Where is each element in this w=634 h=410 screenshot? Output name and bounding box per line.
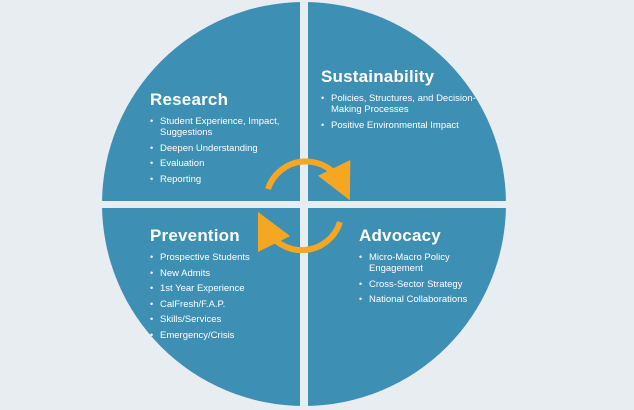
list-item: Skills/Services [150, 314, 280, 325]
prevention-list: Prospective Students New Admits 1st Year… [150, 252, 280, 341]
research-section: Research Student Experience, Impact, Sug… [150, 90, 280, 189]
list-item: Policies, Structures, and Decision-Makin… [321, 93, 486, 115]
list-item: 1st Year Experience [150, 283, 280, 294]
horizontal-divider [0, 201, 634, 208]
list-item: Positive Environmental Impact [321, 120, 486, 131]
sustainability-section: Sustainability Policies, Structures, and… [321, 67, 486, 135]
list-item: CalFresh/F.A.P. [150, 299, 280, 310]
sustainability-list: Policies, Structures, and Decision-Makin… [321, 93, 486, 131]
list-item: Micro-Macro Policy Engagement [359, 252, 489, 274]
advocacy-title: Advocacy [359, 226, 441, 245]
list-item: Deepen Understanding [150, 143, 280, 154]
list-item: Reporting [150, 174, 280, 185]
list-item: Prospective Students [150, 252, 280, 263]
list-item: Student Experience, Impact, Suggestions [150, 116, 280, 138]
list-item: Emergency/Crisis [150, 330, 280, 341]
prevention-section: Prevention Prospective Students New Admi… [150, 226, 280, 345]
list-item: Cross-Sector Strategy [359, 279, 489, 290]
research-list: Student Experience, Impact, Suggestions … [150, 116, 280, 185]
list-item: New Admits [150, 268, 280, 279]
research-title: Research [150, 90, 229, 109]
cycle-arrow-bottom-icon [257, 211, 343, 254]
sustainability-title: Sustainability [321, 67, 435, 86]
advocacy-list: Micro-Macro Policy Engagement Cross-Sect… [359, 252, 489, 305]
prevention-title: Prevention [150, 226, 240, 245]
list-item: Evaluation [150, 158, 280, 169]
list-item: National Collaborations [359, 294, 489, 305]
advocacy-section: Advocacy Micro-Macro Policy Engagement C… [359, 226, 489, 310]
